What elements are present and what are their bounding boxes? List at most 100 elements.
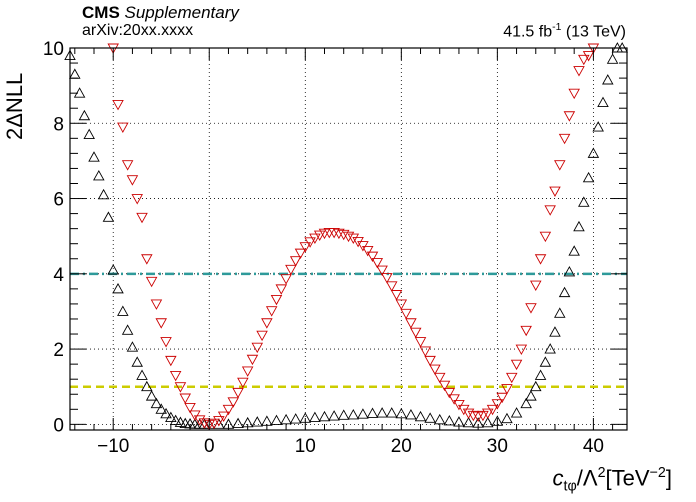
point-s1-53 — [361, 246, 374, 257]
point-s1-81 — [496, 392, 508, 404]
point-s1-63 — [409, 327, 422, 339]
point-s0-36 — [270, 414, 283, 426]
point-s0-73 — [573, 220, 585, 232]
tick-labels: −10 0 10 20 30 40 0 2 4 6 8 10 — [43, 39, 604, 457]
point-s1-31 — [256, 330, 268, 342]
point-s0-9 — [107, 264, 119, 275]
point-s0-72 — [568, 245, 580, 256]
point-s1-86 — [520, 325, 532, 337]
point-s0-48 — [385, 407, 398, 418]
point-s0-11 — [117, 305, 129, 316]
x-tick-label-20: 20 — [391, 436, 412, 457]
point-s1-15 — [179, 393, 192, 404]
point-s0-42 — [328, 410, 340, 421]
point-s0-17 — [145, 390, 158, 401]
point-s1-58 — [385, 281, 398, 292]
point-s0-62 — [520, 397, 532, 409]
point-s1-71 — [448, 394, 460, 405]
point-s0-67 — [544, 343, 556, 354]
x-title-unit-sup: −2 — [649, 465, 666, 481]
point-s1-18 — [193, 415, 206, 426]
x-tick-label-40: 40 — [583, 436, 604, 457]
point-s1-79 — [486, 404, 499, 416]
energy-label: (13 TeV) — [561, 23, 626, 41]
point-s0-50 — [405, 409, 417, 420]
point-s1-14 — [174, 382, 187, 393]
point-s0-69 — [554, 307, 566, 318]
point-s1-46 — [328, 227, 340, 239]
lumi-value: 41.5 fb — [503, 23, 553, 41]
point-s0-52 — [424, 412, 436, 423]
point-s1-22 — [213, 416, 225, 427]
y-tick-label-8: 8 — [53, 114, 64, 135]
x-title-sub: tφ — [563, 478, 577, 495]
point-s0-53 — [433, 413, 446, 425]
point-s1-39 — [294, 248, 307, 260]
point-s0-12 — [121, 324, 134, 335]
point-s1-94 — [558, 133, 571, 145]
point-s0-5 — [88, 151, 100, 162]
point-s1-21 — [208, 418, 220, 430]
point-s0-8 — [102, 211, 115, 222]
lumi-exponent: -1 — [552, 22, 562, 33]
point-s1-99 — [582, 51, 595, 62]
point-s1-75 — [467, 410, 480, 422]
y-tick-label-4: 4 — [53, 265, 64, 286]
point-s1-8 — [145, 276, 158, 288]
point-s1-70 — [443, 387, 456, 399]
point-s0-78 — [597, 96, 609, 108]
point-s0-54 — [443, 415, 456, 426]
data-series — [64, 42, 628, 431]
point-s1-91 — [544, 205, 556, 216]
arxiv-label: arXiv:20xx.xxxx — [82, 22, 194, 39]
point-s0-41 — [318, 410, 331, 422]
point-s1-11 — [160, 337, 172, 348]
point-s1-16 — [184, 402, 196, 414]
point-s1-7 — [141, 254, 153, 265]
point-s1-10 — [155, 318, 167, 329]
point-s0-65 — [534, 369, 547, 380]
point-s1-59 — [390, 290, 403, 301]
x-tick-label-0: 0 — [204, 436, 215, 457]
point-s0-76 — [587, 147, 600, 158]
point-s0-74 — [578, 196, 590, 207]
point-s1-69 — [438, 380, 451, 392]
point-s0-66 — [539, 356, 552, 367]
x-title-sup: 2 — [597, 465, 606, 481]
point-s1-66 — [424, 355, 436, 367]
point-s0-71 — [563, 266, 576, 277]
point-s1-30 — [251, 342, 264, 354]
point-s1-57 — [381, 273, 393, 284]
point-s0-32 — [232, 417, 244, 429]
x-axis-title: ctφ/Λ2[TeV−2] — [553, 465, 672, 495]
point-s1-95 — [563, 111, 576, 122]
point-s1-88 — [530, 280, 542, 292]
point-s1-49 — [342, 231, 355, 243]
point-s1-98 — [578, 54, 590, 66]
point-s0-80 — [606, 53, 619, 64]
point-s0-44 — [347, 409, 360, 420]
point-s0-3 — [78, 109, 91, 121]
point-s0-58 — [481, 416, 494, 428]
point-s1-28 — [241, 366, 254, 377]
x-tick-label-30: 30 — [487, 436, 508, 457]
point-s1-2 — [117, 122, 129, 133]
point-s1-96 — [568, 88, 580, 100]
point-s0-45 — [357, 408, 369, 419]
point-s1-56 — [376, 265, 388, 276]
point-s1-90 — [539, 231, 552, 243]
cms-label: CMS Supplementary — [82, 3, 239, 23]
point-s1-5 — [131, 194, 143, 205]
point-s1-33 — [265, 306, 278, 317]
point-s0-49 — [395, 407, 408, 419]
experiment-label: CMS — [82, 3, 120, 22]
point-s0-20 — [160, 407, 172, 419]
point-s1-67 — [429, 364, 441, 375]
point-s1-55 — [371, 258, 384, 269]
point-s0-64 — [530, 380, 542, 392]
point-s1-60 — [395, 299, 408, 310]
point-s1-36 — [280, 274, 292, 285]
point-s0-4 — [83, 128, 95, 140]
point-s1-38 — [289, 256, 302, 267]
point-s0-43 — [337, 409, 350, 420]
